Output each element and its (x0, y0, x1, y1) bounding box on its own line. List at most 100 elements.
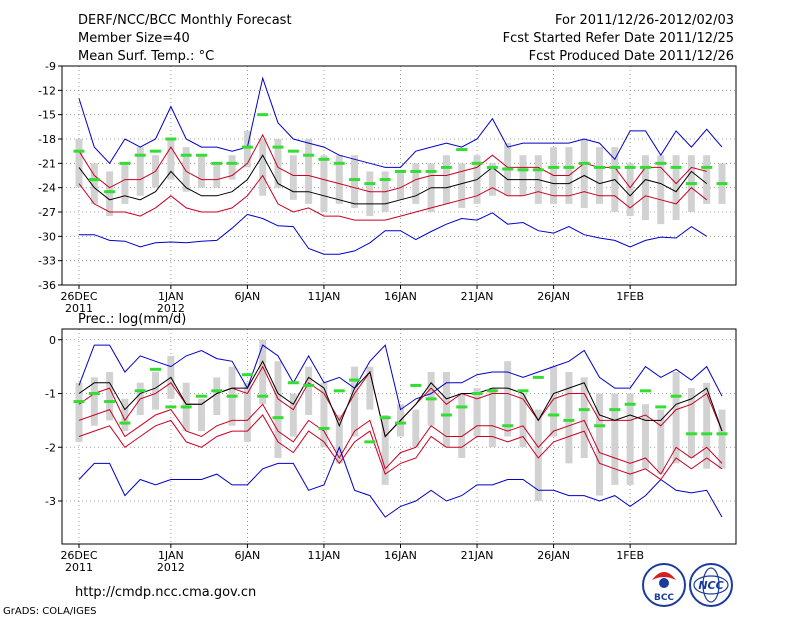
spread-box (611, 393, 619, 485)
observation-marker (349, 178, 361, 182)
series-max (78, 344, 723, 411)
header-period: For 2011/12/26-2012/02/03 (555, 13, 734, 28)
spread-box (197, 155, 205, 188)
observation-marker (195, 153, 207, 157)
observation-marker (594, 424, 606, 428)
observation-marker (578, 408, 590, 412)
observation-marker (440, 413, 452, 417)
spread-box (703, 155, 711, 204)
spread-box (565, 372, 573, 464)
observation-marker (303, 383, 315, 387)
observation-marker (180, 405, 192, 409)
spread-box (626, 393, 634, 485)
observation-marker (364, 182, 376, 186)
plot-frame (61, 65, 737, 286)
observation-marker (639, 165, 651, 169)
spread-box (458, 163, 466, 208)
observation-marker (73, 400, 85, 404)
spread-box (351, 155, 359, 208)
spread-box (213, 377, 221, 415)
x-tick-sublabel: 2012 (157, 561, 185, 574)
spread-box (397, 171, 404, 200)
x-tick-label: 1JAN (158, 549, 184, 562)
observation-marker (456, 148, 468, 152)
spread-box (213, 163, 221, 188)
observation-marker (670, 394, 682, 398)
spread-box (412, 409, 420, 448)
x-tick-label: 16JAN (384, 290, 417, 303)
series-mean-sd (78, 403, 723, 475)
spread-box (305, 366, 313, 415)
spread-box (106, 171, 114, 217)
spread-box (657, 409, 665, 475)
spread-box (596, 393, 604, 496)
spread-box (366, 171, 374, 217)
spread-box (289, 155, 297, 200)
footer-url[interactable]: http://cmdp.ncc.cma.gov.cn (75, 585, 256, 600)
observation-marker (119, 421, 131, 425)
observation-marker (486, 389, 498, 393)
observation-marker (548, 413, 560, 417)
x-tick-sublabel: 2011 (65, 561, 93, 574)
y-tick-label: -27 (38, 206, 56, 219)
spread-box (289, 393, 297, 437)
observation-marker (456, 405, 468, 409)
spread-box (519, 155, 527, 196)
ncc-logo-text: NCC (698, 579, 723, 592)
observation-marker (425, 169, 437, 173)
x-tick-label: 26JAN (537, 290, 570, 303)
observation-marker (563, 165, 575, 169)
observation-marker (425, 397, 437, 401)
x-tick-label: 21JAN (461, 290, 494, 303)
observation-marker (333, 389, 345, 393)
spread-box (197, 398, 205, 432)
header-start-date: Fcst Started Refer Date 2011/12/25 (503, 31, 734, 46)
spread-box (305, 139, 313, 204)
observation-marker (563, 418, 575, 422)
header-title: DERF/NCC/BCC Monthly Forecast (78, 13, 292, 28)
spread-box (504, 361, 512, 437)
spread-box (259, 339, 267, 405)
x-tick-label: 11JAN (308, 549, 341, 562)
observation-marker (716, 432, 728, 436)
observation-marker (532, 375, 544, 379)
spread-box (488, 163, 496, 196)
series-low (78, 414, 723, 481)
x-tick-sublabel: 2012 (157, 302, 185, 315)
x-tick-label: 1JAN (158, 290, 184, 303)
observation-marker (287, 381, 299, 385)
spread-box (442, 372, 450, 448)
x-tick-label: 26DEC (60, 290, 97, 303)
observation-marker (272, 145, 284, 149)
ncc-logo: NCC (689, 563, 733, 607)
x-tick-label: 21JAN (461, 549, 494, 562)
observation-marker (440, 165, 452, 169)
header-produced-date: Fcst Produced Date 2011/12/26 (529, 49, 734, 64)
observation-marker (639, 389, 651, 393)
x-tick-label: 11JAN (308, 290, 341, 303)
series-max (78, 76, 723, 168)
spread-box (351, 366, 359, 437)
observation-marker (624, 165, 636, 169)
header-variable: Mean Surf. Temp.: °C (78, 49, 214, 64)
observation-marker (104, 400, 116, 404)
y-tick-label: -24 (38, 182, 56, 195)
observation-marker (180, 153, 192, 157)
observation-marker (701, 432, 713, 436)
spread-box (152, 372, 160, 410)
observation-marker (241, 373, 253, 377)
observation-marker (195, 394, 207, 398)
spread-box (243, 130, 251, 168)
observation-marker (211, 389, 223, 393)
spread-box (534, 409, 542, 501)
spread-box (657, 155, 665, 225)
spread-box (687, 388, 695, 458)
spread-box (550, 366, 558, 437)
spread-box (75, 382, 83, 442)
spread-box (580, 377, 588, 458)
observation-marker (226, 161, 238, 165)
y-tick-label: -12 (38, 84, 56, 97)
observation-marker (272, 416, 284, 420)
spread-box (718, 409, 726, 469)
bcc-logo: BCC (642, 563, 686, 607)
